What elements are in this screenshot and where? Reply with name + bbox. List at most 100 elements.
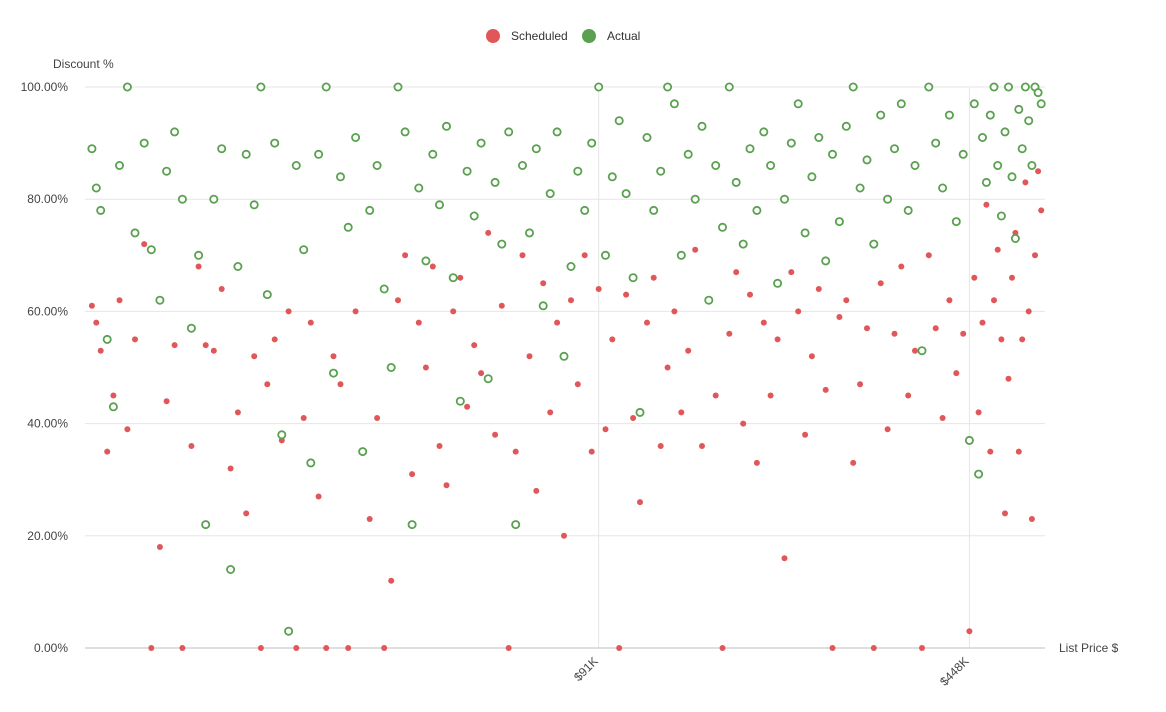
data-point-scheduled[interactable] bbox=[998, 336, 1005, 343]
data-point-scheduled[interactable] bbox=[1032, 252, 1038, 259]
data-point-actual[interactable] bbox=[108, 402, 118, 412]
data-point-actual[interactable] bbox=[559, 351, 569, 361]
data-point-scheduled[interactable] bbox=[156, 544, 163, 550]
data-point-actual[interactable] bbox=[139, 138, 149, 148]
data-point-scheduled[interactable] bbox=[88, 302, 95, 309]
data-point-actual[interactable] bbox=[649, 205, 659, 215]
data-point-scheduled[interactable] bbox=[374, 415, 381, 421]
data-point-actual[interactable] bbox=[170, 127, 180, 137]
data-point-scheduled[interactable] bbox=[93, 319, 100, 326]
data-point-scheduled[interactable] bbox=[664, 364, 671, 371]
data-point-actual[interactable] bbox=[455, 396, 465, 406]
data-point-actual[interactable] bbox=[766, 160, 776, 170]
data-point-actual[interactable] bbox=[690, 194, 700, 204]
data-point-actual[interactable] bbox=[718, 222, 728, 232]
data-point-scheduled[interactable] bbox=[898, 263, 905, 270]
data-point-scheduled[interactable] bbox=[381, 645, 388, 651]
data-point-actual[interactable] bbox=[924, 82, 934, 92]
data-point-actual[interactable] bbox=[393, 82, 403, 92]
data-point-scheduled[interactable] bbox=[960, 330, 967, 337]
data-point-scheduled[interactable] bbox=[774, 336, 781, 343]
data-point-scheduled[interactable] bbox=[740, 420, 747, 427]
data-point-scheduled[interactable] bbox=[822, 386, 829, 393]
data-point-actual[interactable] bbox=[566, 261, 576, 271]
data-point-scheduled[interactable] bbox=[1015, 448, 1022, 455]
data-point-actual[interactable] bbox=[724, 82, 734, 92]
data-point-actual[interactable] bbox=[122, 82, 132, 92]
data-point-scheduled[interactable] bbox=[471, 342, 478, 349]
data-point-scheduled[interactable] bbox=[891, 330, 898, 337]
data-point-scheduled[interactable] bbox=[330, 353, 337, 360]
data-point-actual[interactable] bbox=[209, 194, 219, 204]
data-point-scheduled[interactable] bbox=[991, 297, 997, 304]
data-point-scheduled[interactable] bbox=[815, 286, 822, 292]
data-point-scheduled[interactable] bbox=[195, 263, 202, 270]
data-point-actual[interactable] bbox=[635, 407, 645, 417]
data-point-actual[interactable] bbox=[511, 520, 521, 530]
data-point-actual[interactable] bbox=[642, 132, 652, 142]
data-point-scheduled[interactable] bbox=[227, 465, 234, 472]
data-point-scheduled[interactable] bbox=[581, 252, 588, 259]
data-point-actual[interactable] bbox=[903, 205, 913, 215]
data-point-actual[interactable] bbox=[365, 205, 375, 215]
data-point-scheduled[interactable] bbox=[148, 645, 155, 651]
data-point-scheduled[interactable] bbox=[712, 392, 719, 399]
data-point-actual[interactable] bbox=[841, 121, 851, 131]
data-point-scheduled[interactable] bbox=[719, 645, 726, 651]
data-point-actual[interactable] bbox=[1020, 82, 1030, 92]
data-point-scheduled[interactable] bbox=[994, 246, 1001, 253]
data-point-actual[interactable] bbox=[607, 172, 617, 182]
data-point-scheduled[interactable] bbox=[699, 443, 705, 449]
data-point-scheduled[interactable] bbox=[323, 645, 330, 651]
data-point-actual[interactable] bbox=[580, 205, 590, 215]
data-point-actual[interactable] bbox=[978, 132, 988, 142]
data-point-actual[interactable] bbox=[545, 189, 555, 199]
data-point-actual[interactable] bbox=[669, 99, 679, 109]
data-point-scheduled[interactable] bbox=[457, 274, 464, 281]
data-point-actual[interactable] bbox=[1027, 160, 1037, 170]
data-point-scheduled[interactable] bbox=[975, 409, 982, 416]
data-point-scheduled[interactable] bbox=[300, 415, 307, 421]
data-point-scheduled[interactable] bbox=[925, 252, 932, 259]
data-point-scheduled[interactable] bbox=[843, 297, 850, 304]
data-point-actual[interactable] bbox=[201, 520, 211, 530]
data-point-scheduled[interactable] bbox=[251, 353, 258, 360]
data-point-actual[interactable] bbox=[386, 362, 396, 372]
data-point-actual[interactable] bbox=[448, 273, 458, 283]
data-point-scheduled[interactable] bbox=[568, 297, 574, 304]
data-point-actual[interactable] bbox=[985, 110, 995, 120]
data-point-actual[interactable] bbox=[270, 138, 280, 148]
data-point-scheduled[interactable] bbox=[163, 398, 170, 405]
data-point-actual[interactable] bbox=[996, 211, 1006, 221]
data-point-scheduled[interactable] bbox=[602, 426, 609, 433]
data-point-actual[interactable] bbox=[504, 127, 514, 137]
data-point-actual[interactable] bbox=[793, 99, 803, 109]
data-point-scheduled[interactable] bbox=[692, 246, 699, 253]
data-point-actual[interactable] bbox=[587, 138, 597, 148]
data-point-scheduled[interactable] bbox=[616, 645, 623, 651]
data-point-actual[interactable] bbox=[400, 127, 410, 137]
data-point-actual[interactable] bbox=[964, 435, 974, 445]
data-point-actual[interactable] bbox=[883, 194, 893, 204]
data-point-scheduled[interactable] bbox=[478, 370, 485, 377]
data-point-scheduled[interactable] bbox=[870, 645, 877, 651]
data-point-scheduled[interactable] bbox=[505, 645, 512, 651]
data-point-scheduled[interactable] bbox=[271, 336, 278, 343]
data-point-actual[interactable] bbox=[786, 138, 796, 148]
data-point-actual[interactable] bbox=[981, 177, 991, 187]
data-point-actual[interactable] bbox=[1036, 99, 1046, 109]
data-point-scheduled[interactable] bbox=[464, 403, 471, 410]
data-point-scheduled[interactable] bbox=[402, 252, 409, 259]
data-point-scheduled[interactable] bbox=[526, 353, 533, 360]
data-point-scheduled[interactable] bbox=[512, 448, 519, 455]
data-point-scheduled[interactable] bbox=[315, 493, 322, 500]
data-point-actual[interactable] bbox=[328, 368, 338, 378]
data-point-actual[interactable] bbox=[711, 160, 721, 170]
data-point-actual[interactable] bbox=[676, 250, 686, 260]
data-point-actual[interactable] bbox=[146, 245, 156, 255]
data-point-actual[interactable] bbox=[773, 278, 783, 288]
data-point-actual[interactable] bbox=[876, 110, 886, 120]
data-point-actual[interactable] bbox=[462, 166, 472, 176]
data-point-scheduled[interactable] bbox=[864, 325, 870, 332]
data-point-actual[interactable] bbox=[1000, 127, 1010, 137]
